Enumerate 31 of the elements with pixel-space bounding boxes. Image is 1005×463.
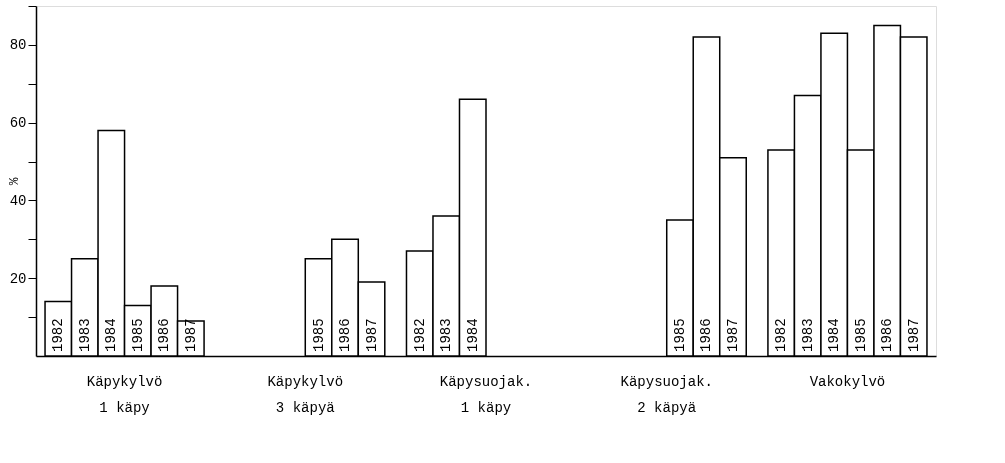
series-label: 1983: [76, 318, 93, 352]
series-label: 1987: [182, 318, 199, 352]
text: 1987: [724, 318, 741, 352]
x-tick-label: Käpykylvö 3 käpyä: [267, 373, 344, 416]
series-label: 1986: [156, 318, 173, 352]
x-tick-label: Käpykylvö 1 käpy: [86, 373, 163, 416]
text: 1986: [337, 318, 354, 352]
series-label: 1985: [129, 318, 146, 352]
text: 1986: [879, 318, 896, 352]
text: 1982: [411, 318, 428, 352]
y-tick-label: 80: [9, 37, 27, 54]
y-tick-label: 60: [9, 115, 27, 132]
x-tick-label: Käpysuojak. 2 käpyä: [620, 373, 713, 416]
y-tick-label: 40: [9, 192, 27, 209]
text: 1984: [464, 318, 481, 352]
series-label: 1984: [103, 318, 120, 352]
series-label: 1982: [50, 318, 67, 352]
text: 1987: [363, 318, 380, 352]
text: 1984: [826, 318, 843, 352]
text: 1983: [799, 318, 816, 352]
text: 1985: [852, 318, 869, 352]
x-tick-label: Vakokylvö: [809, 373, 886, 390]
text: 1983: [438, 318, 455, 352]
text: 1985: [671, 318, 688, 352]
y-axis-title: %: [4, 177, 20, 186]
text: 1982: [773, 318, 790, 352]
x-tick-label: Käpysuojak. 1 käpy: [439, 373, 533, 416]
y-tick-label: 20: [9, 270, 27, 287]
text: 1987: [905, 318, 922, 352]
text: 1986: [698, 318, 715, 352]
text: 1985: [310, 318, 327, 352]
